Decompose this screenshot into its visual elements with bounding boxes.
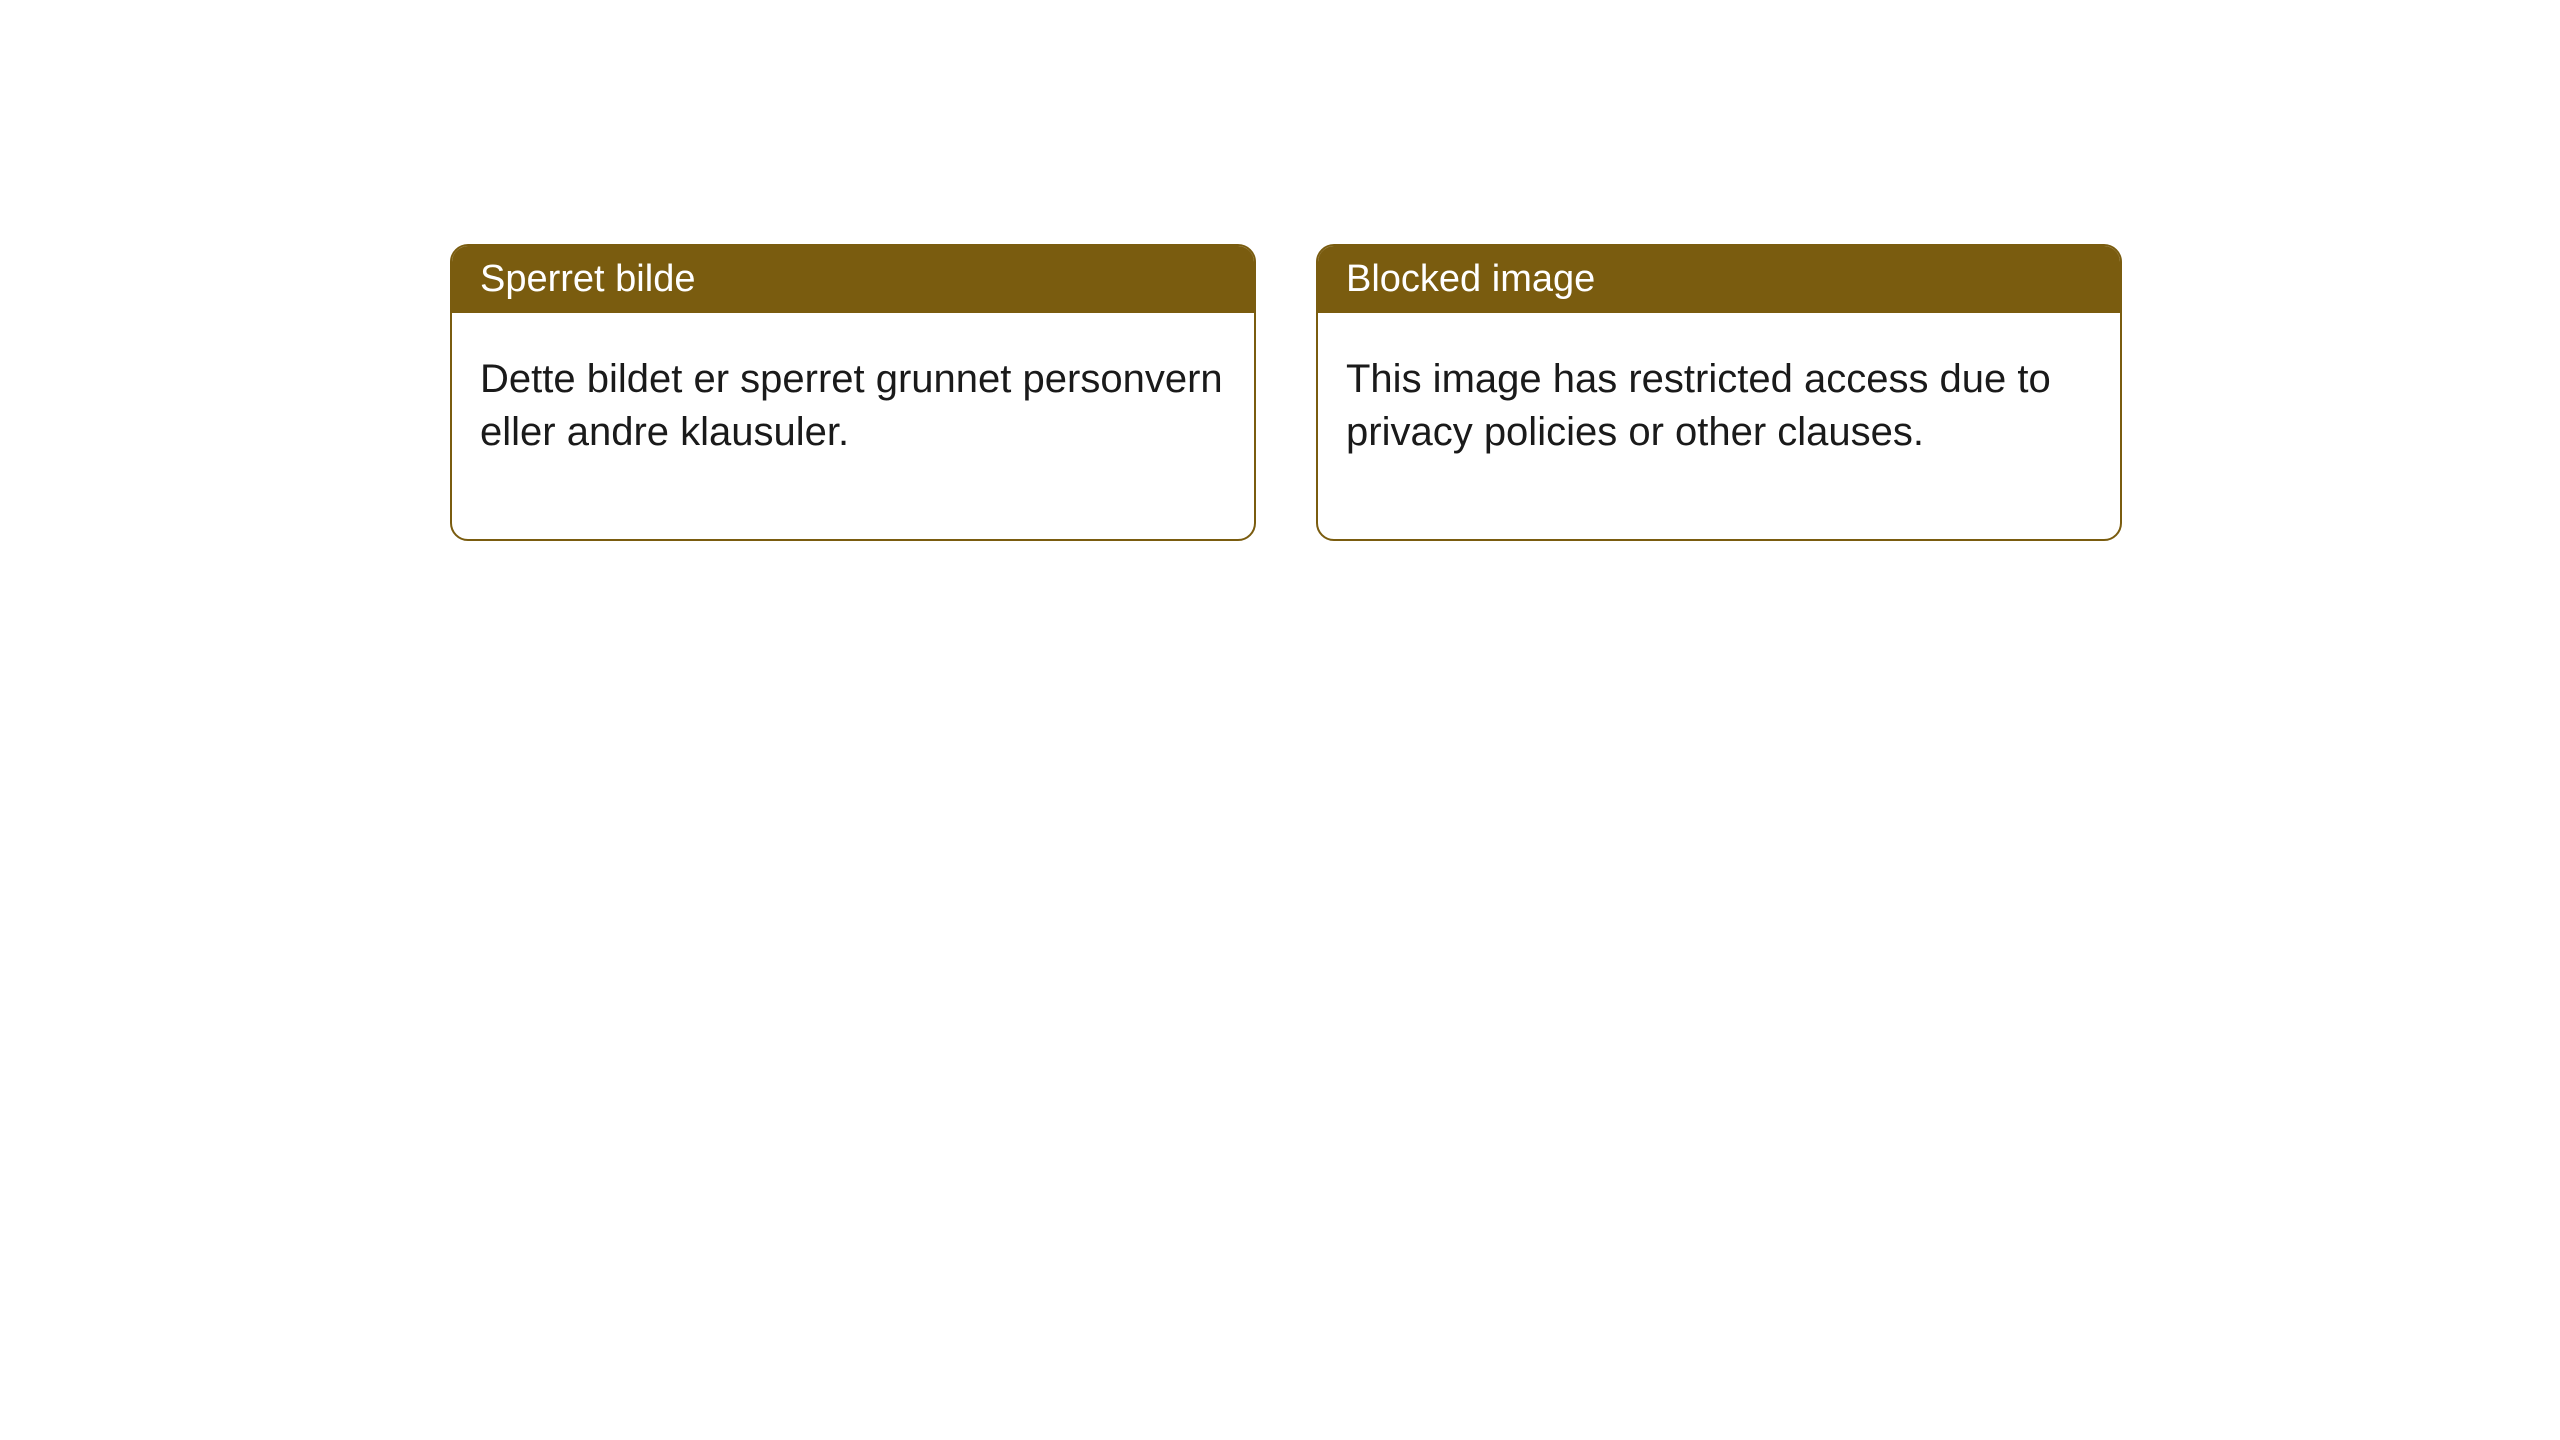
card-header-en: Blocked image bbox=[1318, 246, 2120, 313]
card-body-no: Dette bildet er sperret grunnet personve… bbox=[452, 313, 1254, 539]
blocked-image-card-no: Sperret bilde Dette bildet er sperret gr… bbox=[450, 244, 1256, 541]
card-header-no: Sperret bilde bbox=[452, 246, 1254, 313]
notice-cards-container: Sperret bilde Dette bildet er sperret gr… bbox=[0, 0, 2560, 541]
blocked-image-card-en: Blocked image This image has restricted … bbox=[1316, 244, 2122, 541]
card-body-en: This image has restricted access due to … bbox=[1318, 313, 2120, 539]
